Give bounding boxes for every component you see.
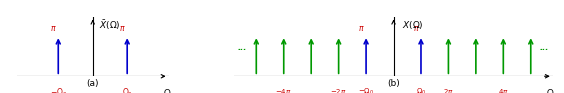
Text: $X(\Omega)$: $X(\Omega)$ (402, 19, 424, 31)
Text: $\bar{X}(\Omega)$: $\bar{X}(\Omega)$ (99, 19, 121, 32)
Text: $4\pi$: $4\pi$ (498, 87, 509, 93)
Text: $-4\pi$: $-4\pi$ (275, 87, 292, 93)
Text: $\pi$: $\pi$ (50, 24, 56, 33)
Text: $-\Omega_0$: $-\Omega_0$ (358, 87, 374, 93)
Text: $2\pi$: $2\pi$ (443, 87, 454, 93)
Text: $\Omega_0$: $\Omega_0$ (122, 87, 133, 93)
Text: $\pi$: $\pi$ (358, 24, 364, 33)
Text: (b): (b) (387, 79, 400, 88)
Text: $\Omega_0$: $\Omega_0$ (416, 87, 426, 93)
Text: $-2\pi$: $-2\pi$ (331, 87, 347, 93)
Text: $\Omega$: $\Omega$ (546, 87, 554, 93)
Text: (a): (a) (86, 79, 99, 88)
Text: $\Omega$: $\Omega$ (162, 87, 171, 93)
Text: ...: ... (540, 43, 549, 52)
Text: $\pi$: $\pi$ (413, 24, 420, 33)
Text: $\pi$: $\pi$ (118, 24, 125, 33)
Text: ...: ... (238, 43, 247, 52)
Text: $-\Omega_0$: $-\Omega_0$ (50, 87, 67, 93)
